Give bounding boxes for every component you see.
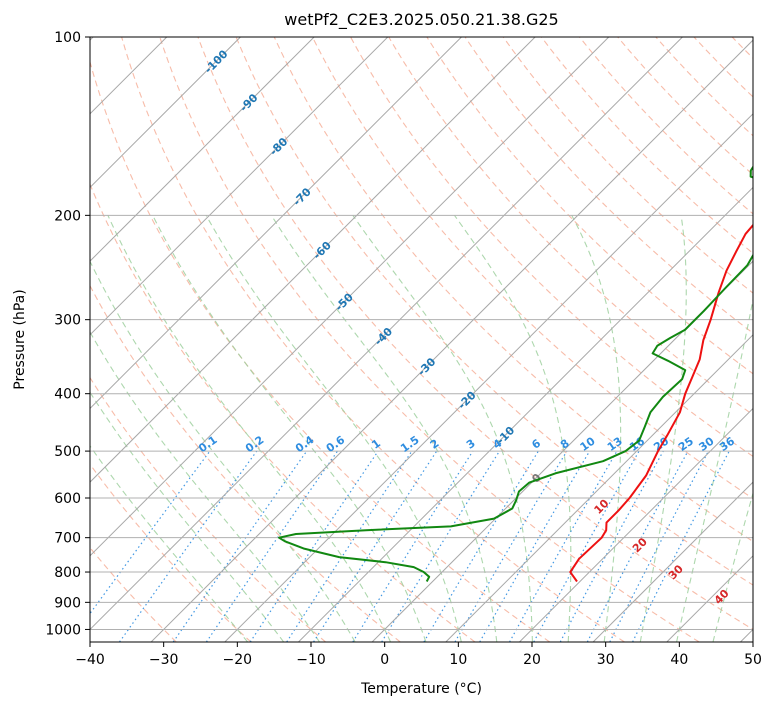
x-tick-label: 0 [380,652,389,668]
moist-adiabat-line [639,215,687,642]
y-tick-label: 500 [54,444,81,460]
moist-adiabat-line [205,215,462,642]
dry-adiabat-line [197,37,753,631]
mixing-ratio-line [249,450,379,642]
mixing-ratio-line [423,450,539,642]
pressure-gridlines [90,37,753,630]
moist-adiabat-line [90,444,249,642]
x-axis-title: Temperature (°C) [360,681,482,697]
dry-adiabat-line [502,37,753,294]
plot-background [90,37,753,642]
moist-adiabat-line [90,260,356,642]
y-tick-label: 200 [54,208,81,224]
moist-adiabat-line [152,215,427,642]
y-tick-label: 900 [54,595,81,611]
y-tick-label: 800 [54,565,81,581]
y-tick-label: 300 [54,313,81,329]
x-tick-label: 40 [670,652,688,668]
moist-adiabat-line [90,330,320,642]
x-tick-label: −10 [296,652,326,668]
moist-adiabat-line [270,215,498,642]
mixing-ratio-line [454,450,568,642]
dry-adiabat-line [273,37,753,543]
mixing-ratio-line [119,450,258,642]
mixing-ratio-line [286,450,413,642]
dry-adiabat-line [90,463,252,642]
plot-frame [89,36,754,643]
y-axis-title: Pressure (hPa) [12,289,28,389]
isotherm-line [592,481,753,642]
moist-adiabat-line [90,391,285,642]
mixing-ratio-line [559,450,664,642]
mixing-ratio-line [352,450,474,642]
x-tick-label: −20 [223,652,253,668]
dry-adiabat-line [311,37,753,500]
isotherm-line [90,37,683,631]
mixing-ratio-line [313,450,438,642]
moist-adiabat-line [107,215,392,642]
temperature-profile-line [569,223,753,583]
y-tick-label: 1000 [45,622,81,638]
y-tick-label: 600 [54,491,81,507]
mixing-ratio-line [205,450,339,642]
isotherm-line [90,37,389,336]
chart-title: wetPf2_C2E3.2025.050.21.38.G25 [284,10,558,30]
dry-adiabat-line [90,60,551,642]
isotherm-line [90,37,241,189]
isotherm-line [150,39,753,642]
x-tick-label: −40 [75,652,105,668]
x-tick-label: 50 [744,652,762,668]
mixing-ratio-line [172,450,308,642]
dry-adiabat-line [121,37,625,642]
isotherm-line [90,37,462,410]
x-tick-label: 30 [597,652,615,668]
isotherm-line [90,37,536,483]
y-axis-ticks: 1000 900 800 700 600 500 400 300 200 100 [45,30,90,638]
isotherm-line [371,260,753,642]
moist-adiabat-line [454,215,572,642]
isotherm-line [519,407,753,642]
isotherm-line [298,186,753,642]
x-tick-label: −30 [149,652,179,668]
y-tick-label: 100 [54,30,81,46]
isotherm-line [445,334,753,642]
y-tick-label: 700 [54,531,81,547]
isotherm-line [90,37,610,557]
x-tick-label: 20 [523,652,541,668]
background-lines [90,37,753,642]
moist-adiabat-line [571,215,622,642]
mixing-ratio-line [586,450,689,642]
x-axis-ticks: −40 −30 −20 −10 0 10 20 30 40 50 [75,642,762,668]
x-tick-label: 10 [449,652,467,668]
dry-adiabat-line [159,37,700,642]
isotherm-line [224,113,753,642]
moist-adiabat-line [352,215,533,642]
isotherm-line [90,37,315,262]
y-tick-label: 400 [54,387,81,403]
dry-adiabat-line [235,37,753,586]
